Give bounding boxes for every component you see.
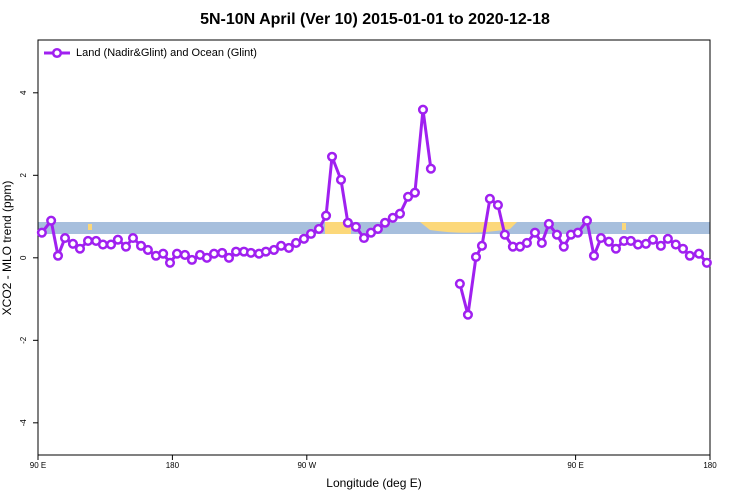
point bbox=[492, 199, 503, 211]
point bbox=[684, 250, 695, 261]
point bbox=[82, 235, 94, 246]
y-tick-label: 2 bbox=[19, 173, 28, 178]
point bbox=[120, 241, 132, 252]
y-tick-label: 4 bbox=[19, 90, 28, 95]
point bbox=[476, 240, 488, 251]
point bbox=[640, 238, 651, 249]
point bbox=[662, 233, 673, 244]
y-tick-label: -4 bbox=[19, 419, 28, 427]
point bbox=[260, 246, 271, 257]
legend-marker bbox=[51, 47, 63, 59]
point bbox=[186, 254, 198, 265]
point bbox=[484, 193, 495, 204]
point bbox=[171, 248, 183, 259]
point bbox=[290, 237, 302, 249]
x-axis-label: Longitude (deg E) bbox=[326, 476, 421, 490]
point bbox=[499, 229, 510, 240]
point bbox=[112, 234, 123, 245]
plot-frame bbox=[37, 39, 711, 456]
x-tick-label: 180 bbox=[703, 461, 717, 470]
point bbox=[655, 240, 666, 251]
point bbox=[36, 227, 47, 238]
point bbox=[313, 223, 324, 234]
point bbox=[158, 248, 169, 259]
point bbox=[693, 248, 704, 259]
legend-label: Land (Nadir&Glint) and Ocean (Glint) bbox=[76, 47, 257, 59]
point bbox=[298, 233, 310, 244]
point bbox=[670, 239, 681, 250]
point bbox=[425, 163, 436, 174]
point bbox=[588, 250, 600, 261]
point bbox=[551, 229, 562, 240]
point bbox=[67, 238, 78, 249]
point bbox=[74, 243, 86, 254]
point bbox=[105, 239, 117, 250]
point bbox=[536, 237, 547, 249]
point bbox=[201, 252, 212, 263]
point bbox=[409, 187, 420, 198]
point bbox=[701, 257, 712, 268]
point bbox=[595, 232, 607, 244]
x-tick-label: 90 E bbox=[30, 461, 46, 470]
point bbox=[268, 244, 279, 256]
point bbox=[230, 246, 242, 257]
point bbox=[59, 232, 71, 244]
point bbox=[46, 215, 57, 226]
y-tick-label: -2 bbox=[19, 336, 28, 344]
point bbox=[276, 240, 287, 251]
point bbox=[543, 218, 554, 230]
point bbox=[603, 236, 614, 247]
point bbox=[387, 212, 398, 223]
point bbox=[454, 278, 465, 289]
point bbox=[677, 243, 689, 254]
x-tick-label: 90 E bbox=[567, 461, 583, 470]
point bbox=[142, 244, 153, 256]
x-tick-label: 180 bbox=[166, 461, 180, 470]
point bbox=[632, 239, 644, 250]
point bbox=[305, 228, 317, 239]
point bbox=[572, 227, 583, 238]
point bbox=[470, 251, 482, 263]
point bbox=[97, 239, 109, 250]
y-tick-label: 0 bbox=[19, 255, 28, 260]
point bbox=[217, 247, 228, 258]
point bbox=[326, 151, 338, 162]
point bbox=[223, 252, 235, 263]
point bbox=[380, 217, 391, 228]
point bbox=[529, 227, 541, 238]
point bbox=[52, 250, 64, 261]
point bbox=[127, 232, 139, 244]
point bbox=[647, 234, 659, 245]
point bbox=[521, 237, 532, 249]
point bbox=[209, 248, 220, 259]
point bbox=[610, 243, 621, 254]
point bbox=[135, 240, 147, 251]
point bbox=[245, 247, 256, 258]
point bbox=[581, 215, 592, 226]
series-line bbox=[458, 196, 708, 316]
y-axis-label: XCO2 - MLO trend (ppm) bbox=[0, 181, 14, 316]
point bbox=[402, 191, 414, 202]
point bbox=[342, 217, 353, 228]
point bbox=[462, 309, 473, 320]
point bbox=[358, 232, 370, 244]
point bbox=[417, 104, 429, 115]
point bbox=[394, 208, 406, 219]
point bbox=[372, 223, 383, 234]
point bbox=[321, 210, 332, 221]
point bbox=[335, 174, 347, 185]
point bbox=[179, 249, 190, 260]
x-tick-label: 90 W bbox=[297, 461, 316, 470]
point bbox=[350, 221, 361, 232]
point bbox=[558, 241, 569, 252]
point bbox=[283, 242, 294, 253]
point bbox=[164, 257, 176, 268]
chart-title: 5N-10N April (Ver 10) 2015-01-01 to 2020… bbox=[200, 11, 550, 28]
